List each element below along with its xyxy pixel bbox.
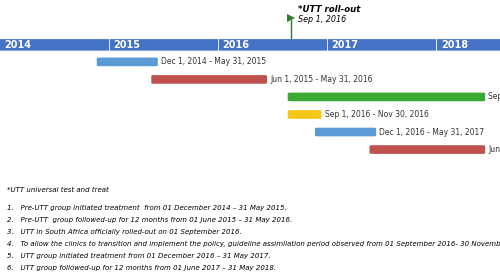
FancyBboxPatch shape <box>97 58 158 66</box>
Text: 2015: 2015 <box>114 40 140 50</box>
FancyBboxPatch shape <box>315 128 376 136</box>
Text: 2016: 2016 <box>222 40 250 50</box>
FancyBboxPatch shape <box>370 145 485 154</box>
FancyBboxPatch shape <box>0 39 500 51</box>
Text: Sep 1, 2016 - Nov 30, 2016: Sep 1, 2016 - Nov 30, 2016 <box>325 110 428 119</box>
Text: 2.   Pre-UTT  group followed-up for 12 months from 01 June 2015 – 31 May 2016.: 2. Pre-UTT group followed-up for 12 mont… <box>8 217 292 223</box>
Text: Jun 1, 2015 - May 31, 2016: Jun 1, 2015 - May 31, 2016 <box>270 75 372 84</box>
Text: 5.   UTT group initiated treatment from 01 December 2016 – 31 May 2017.: 5. UTT group initiated treatment from 01… <box>8 253 271 259</box>
Text: Jun 1, 2017 - May 31, 2018: Jun 1, 2017 - May 31, 2018 <box>488 145 500 154</box>
FancyBboxPatch shape <box>288 93 485 101</box>
Text: 6.   UTT group followed-up for 12 months from 01 June 2017 – 31 May 2018.: 6. UTT group followed-up for 12 months f… <box>8 265 276 271</box>
Text: *UTT universal test and treat: *UTT universal test and treat <box>8 187 109 193</box>
Text: 2017: 2017 <box>332 40 358 50</box>
FancyBboxPatch shape <box>288 110 322 119</box>
Text: *UTT roll-out: *UTT roll-out <box>298 5 360 14</box>
Text: 2018: 2018 <box>441 40 468 50</box>
FancyBboxPatch shape <box>152 75 267 84</box>
Text: 4.   To allow the clinics to transition and implement the policy, guideline assi: 4. To allow the clinics to transition an… <box>8 241 500 247</box>
Text: Dec 1, 2014 - May 31, 2015: Dec 1, 2014 - May 31, 2015 <box>161 57 266 66</box>
Text: 3.   UTT in South Africa officially rolled-out on 01 September 2016.: 3. UTT in South Africa officially rolled… <box>8 229 242 235</box>
Text: Sep 1, 2016 - May 31, 2018: Sep 1, 2016 - May 31, 2018 <box>488 93 500 102</box>
Text: Sep 1, 2016: Sep 1, 2016 <box>298 15 346 24</box>
Text: Dec 1, 2016 - May 31, 2017: Dec 1, 2016 - May 31, 2017 <box>380 127 484 136</box>
Text: 2014: 2014 <box>4 40 32 50</box>
Text: 1.   Pre-UTT group initiated treatment  from 01 December 2014 – 31 May 2015.: 1. Pre-UTT group initiated treatment fro… <box>8 205 287 211</box>
